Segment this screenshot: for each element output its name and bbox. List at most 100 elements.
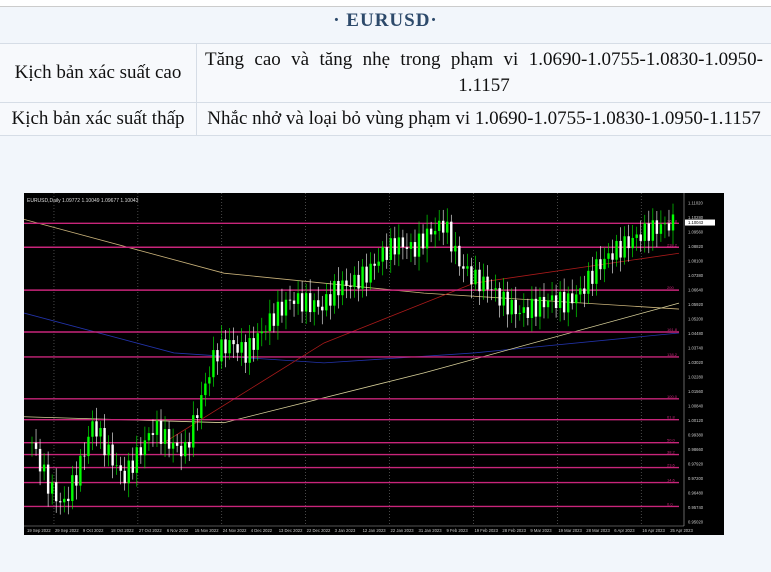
y-tick-label: 1.00120 <box>688 418 704 423</box>
candle-body <box>300 293 304 312</box>
x-tick-label: 12 Jan 2023 <box>363 528 387 533</box>
candle-body <box>143 440 147 456</box>
candle-body <box>442 220 445 233</box>
candle-body <box>179 445 183 457</box>
candle-body <box>389 238 392 260</box>
candle-body <box>183 441 187 457</box>
x-tick-label: 24 Nov 2022 <box>223 528 247 533</box>
y-tick-label: 1.03740 <box>688 346 704 351</box>
candle-body <box>224 339 227 354</box>
x-tick-label: 6 Apr 2023 <box>614 528 635 533</box>
candle-body <box>566 293 570 313</box>
x-tick-label: 19 Sep 2022 <box>27 528 51 533</box>
x-tick-label: 6 Nov 2022 <box>167 528 189 533</box>
candle-body <box>639 234 642 241</box>
candle-body <box>542 296 546 308</box>
candle-body <box>667 223 671 231</box>
candle-body <box>272 313 276 326</box>
candle-body <box>252 338 255 350</box>
moving-average-line <box>24 218 680 310</box>
candle-body <box>595 259 598 284</box>
y-tick-label: 1.10280 <box>688 215 704 220</box>
candle-body <box>405 247 409 249</box>
y-tick-label: 1.05200 <box>688 317 704 322</box>
page-title: · EURUSD· <box>333 10 438 31</box>
candle-body <box>462 266 465 269</box>
y-tick-label: 0.99380 <box>688 433 704 438</box>
candle-body <box>482 276 485 292</box>
candle-body <box>75 475 78 486</box>
x-tick-label: 28 Feb 2023 <box>502 528 526 533</box>
candle-body <box>510 299 513 315</box>
candle-body <box>171 442 175 449</box>
candle-body <box>155 420 159 435</box>
candle-body <box>458 245 461 267</box>
candle-body <box>333 281 336 306</box>
candle-body <box>599 259 602 270</box>
y-tick-label: 1.04480 <box>688 331 704 336</box>
candle-body <box>583 288 586 294</box>
x-tick-label: 18 Oct 2022 <box>111 528 134 533</box>
candle-body <box>216 350 219 362</box>
candle-body <box>607 253 610 259</box>
candle-body <box>474 269 477 285</box>
candle-body <box>514 299 517 315</box>
candle-body <box>228 340 231 354</box>
x-tick-label: 22 Dec 2022 <box>307 528 331 533</box>
candle-body <box>248 338 251 363</box>
candle-body <box>454 245 457 252</box>
eurusd-chart: EURUSD,Daily 1.09772 1.10049 1.09677 1.1… <box>24 193 724 535</box>
candle-body <box>139 447 143 456</box>
fibonacci-label: 161.8 <box>667 327 678 332</box>
candle-body <box>192 415 195 448</box>
y-tick-label: 1.08820 <box>688 244 704 249</box>
candle-body <box>95 421 98 437</box>
candle-body <box>659 224 663 234</box>
candle-body <box>575 294 578 304</box>
candle-body <box>127 460 130 484</box>
candle-body <box>67 498 70 502</box>
candle-body <box>651 220 655 241</box>
scenario-label: Kịch bản xác suất thấp <box>0 102 197 136</box>
candle-body <box>647 223 651 241</box>
candle-body <box>103 428 106 456</box>
candle-body <box>147 433 151 441</box>
y-tick-label: 1.07380 <box>688 273 704 278</box>
candle-body <box>91 421 94 437</box>
y-tick-label: 1.00840 <box>688 404 704 409</box>
y-tick-label: 0.98660 <box>688 447 704 452</box>
fibonacci-label: 138.2 <box>667 352 678 357</box>
x-tick-label: 27 Oct 2022 <box>139 528 162 533</box>
candle-body <box>413 242 417 257</box>
candle-body <box>611 253 614 260</box>
candle-body <box>83 455 86 457</box>
candle-body <box>131 460 134 473</box>
candle-body <box>317 300 320 307</box>
fibonacci-label: 238.2 <box>667 242 678 247</box>
moving-average-line <box>163 252 680 443</box>
y-tick-label: 0.96480 <box>688 491 704 496</box>
candle-body <box>591 270 594 284</box>
candle-body <box>494 288 497 290</box>
y-tick-label: 1.08100 <box>688 259 704 264</box>
candle-body <box>365 266 368 283</box>
candle-body <box>446 221 449 233</box>
table-row: Kịch bản xác suất cao Tăng cao và tăng n… <box>0 43 771 103</box>
candle-body <box>373 263 376 266</box>
candle-body <box>337 281 340 296</box>
y-tick-label: 1.01560 <box>688 389 704 394</box>
fibonacci-label: 61.8 <box>667 415 676 420</box>
candle-body <box>135 447 139 473</box>
candle-body <box>478 269 481 292</box>
candle-body <box>175 442 179 446</box>
current-price-label: 1.10043 <box>688 220 704 225</box>
candle-body <box>486 276 489 290</box>
candle-body <box>490 289 493 291</box>
candle-body <box>450 221 453 252</box>
candle-body <box>208 377 211 384</box>
x-tick-label: 13 Dec 2022 <box>279 528 303 533</box>
candle-body <box>615 240 618 260</box>
candle-body <box>526 307 530 318</box>
scenario-label: Kịch bản xác suất cao <box>0 43 197 103</box>
candle-body <box>369 263 372 283</box>
